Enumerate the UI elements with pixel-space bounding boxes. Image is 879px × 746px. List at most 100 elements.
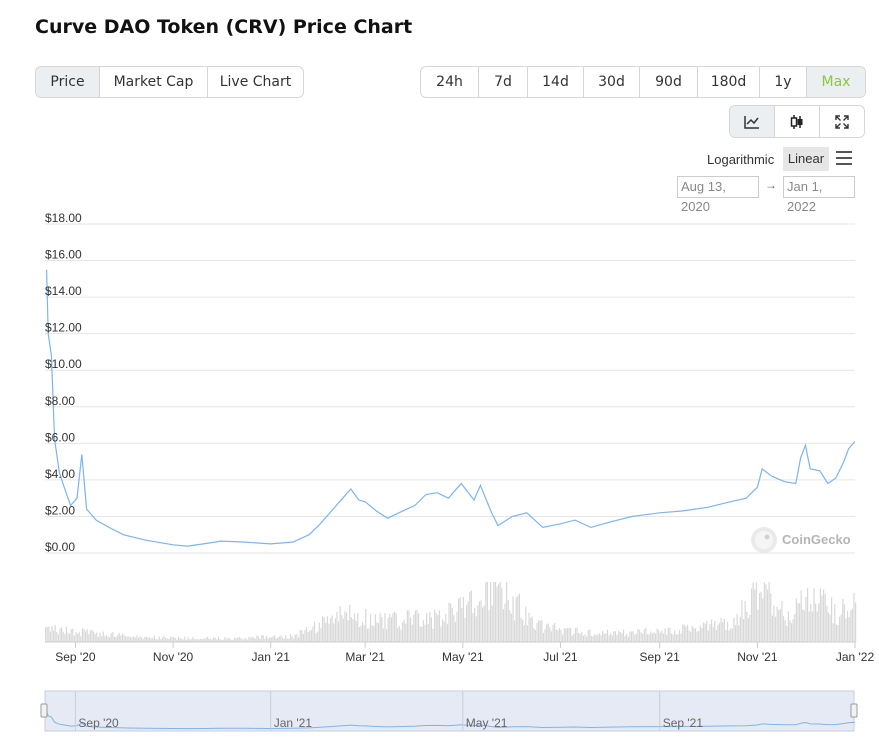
- volume-bar: [145, 636, 148, 642]
- volume-bar: [667, 627, 669, 642]
- candlestick-icon[interactable]: [775, 106, 820, 137]
- volume-bar: [429, 612, 431, 642]
- x-tick-label: Sep '21: [640, 650, 681, 664]
- volume-bar: [829, 614, 831, 642]
- volume-bar: [121, 633, 124, 642]
- volume-bar: [382, 628, 384, 642]
- volume-bar: [360, 625, 362, 642]
- linear-toggle[interactable]: Linear: [783, 147, 829, 171]
- volume-bar: [643, 629, 645, 642]
- volume-bar: [533, 628, 535, 642]
- menu-icon[interactable]: [836, 151, 852, 165]
- volume-bar: [494, 582, 497, 642]
- volume-bar: [374, 614, 376, 642]
- range-7d[interactable]: 7d: [479, 67, 528, 97]
- volume-bar: [757, 609, 759, 642]
- volume-bar: [91, 629, 93, 642]
- range-14d[interactable]: 14d: [528, 67, 584, 97]
- volume-bar: [173, 637, 175, 642]
- volume-bar: [49, 631, 51, 642]
- svg-text:CoinGecko: CoinGecko: [782, 532, 851, 547]
- volume-bar: [318, 622, 320, 642]
- chart-navigator[interactable]: Sep '20 Jan '21 May '21 Sep '21: [40, 690, 858, 732]
- volume-bar: [813, 588, 815, 642]
- volume-bar: [243, 639, 245, 642]
- volume-bar: [499, 582, 501, 642]
- volume-bar: [193, 639, 196, 642]
- volume-bar: [534, 630, 537, 642]
- volume-bar: [237, 637, 239, 642]
- volume-bar: [571, 635, 573, 642]
- navigator-left-handle[interactable]: [40, 703, 48, 718]
- volume-bar: [286, 638, 288, 642]
- volume-bar: [214, 637, 216, 642]
- range-max[interactable]: Max: [807, 67, 865, 97]
- range-1y[interactable]: 1y: [760, 67, 807, 97]
- volume-bar: [272, 636, 274, 642]
- range-180d[interactable]: 180d: [698, 67, 760, 97]
- volume-bar: [53, 630, 55, 642]
- volume-bar: [717, 624, 719, 642]
- volume-bar: [102, 631, 104, 642]
- volume-bar: [166, 638, 168, 642]
- volume-bar: [256, 635, 258, 642]
- volume-bar: [746, 611, 748, 642]
- volume-bar: [810, 604, 812, 642]
- range-30d[interactable]: 30d: [584, 67, 640, 97]
- volume-bar: [733, 617, 735, 642]
- volume-bar: [704, 623, 706, 642]
- date-to-input[interactable]: Jan 1, 2022: [783, 176, 855, 214]
- volume-bar: [466, 604, 468, 642]
- volume-bar: [285, 635, 287, 642]
- volume-bar: [590, 635, 593, 642]
- volume-bar: [658, 630, 660, 642]
- volume-bar: [86, 629, 88, 642]
- volume-bar: [222, 639, 224, 642]
- volume-bar: [766, 589, 769, 642]
- volume-bar: [760, 591, 762, 642]
- volume-bar: [842, 598, 844, 642]
- volume-bar: [105, 634, 108, 642]
- volume-bar: [69, 633, 71, 642]
- volume-bar: [248, 636, 250, 642]
- volume-bar: [440, 626, 442, 642]
- range-24h[interactable]: 24h: [421, 67, 479, 97]
- volume-bar: [125, 636, 127, 642]
- line-chart-icon[interactable]: [730, 106, 775, 137]
- volume-bar: [550, 631, 553, 642]
- volume-bar: [776, 606, 778, 642]
- volume-bar: [486, 582, 489, 642]
- volume-bar: [363, 624, 365, 642]
- price-series-line: [46, 269, 856, 547]
- logarithmic-toggle[interactable]: Logarithmic: [707, 152, 775, 167]
- tab-market-cap[interactable]: Market Cap: [100, 67, 208, 97]
- volume-bar: [190, 639, 192, 642]
- expand-icon[interactable]: [820, 106, 864, 137]
- volume-bar: [397, 627, 399, 642]
- date-from-input[interactable]: Aug 13, 2020: [677, 176, 759, 214]
- volume-bar: [814, 603, 817, 642]
- x-tick-label: Sep '20: [55, 650, 96, 664]
- volume-bar: [421, 626, 423, 642]
- volume-bar: [501, 587, 503, 642]
- range-90d[interactable]: 90d: [640, 67, 698, 97]
- volume-bar: [99, 632, 101, 642]
- volume-bar: [651, 633, 653, 642]
- volume-bar: [835, 624, 837, 642]
- volume-bar: [493, 582, 495, 642]
- volume-bar: [73, 635, 76, 642]
- volume-bar: [547, 623, 549, 642]
- tab-live-chart[interactable]: Live Chart: [219, 74, 292, 90]
- volume-bar: [490, 582, 492, 642]
- x-tick-label: Jul '21: [543, 650, 578, 664]
- volume-bar: [281, 637, 284, 642]
- volume-bar: [301, 630, 303, 642]
- tab-price[interactable]: Price: [36, 67, 100, 97]
- volume-bar: [595, 635, 597, 642]
- volume-bar: [771, 615, 773, 642]
- volume-bar: [610, 633, 612, 642]
- navigator-right-handle[interactable]: [850, 703, 858, 718]
- volume-bar: [742, 619, 745, 642]
- volume-bar: [614, 631, 617, 642]
- volume-bar: [573, 633, 575, 642]
